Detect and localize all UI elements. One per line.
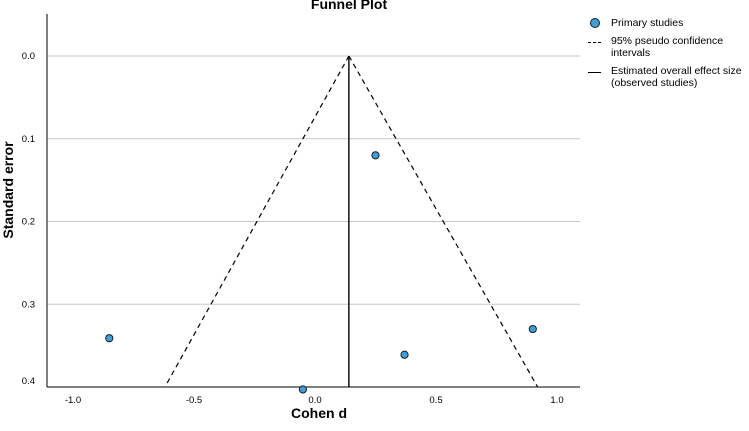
y-axis-label: Standard error (0, 141, 16, 239)
ci-line-left (164, 55, 350, 388)
x-tick-label: -0.5 (186, 395, 202, 406)
legend: Primary studies 95% pseudo confidence in… (587, 17, 747, 95)
y-tick-label: 0.0 (22, 51, 35, 62)
y-tick-label: 0.4 (22, 376, 35, 387)
x-tick-label: 1.0 (550, 395, 563, 406)
legend-item-overall-effect: Estimated overall effect size (observed … (587, 65, 747, 89)
legend-item-primary-studies: Primary studies (587, 17, 747, 29)
study-point (298, 385, 307, 394)
legend-label: 95% pseudo confidence intervals (611, 35, 724, 59)
legend-label: Primary studies (611, 17, 684, 29)
solid-line-icon (587, 65, 603, 77)
study-point (400, 350, 409, 359)
gridlines (47, 55, 580, 305)
x-tick-label: 0.5 (429, 395, 442, 406)
study-point (371, 151, 380, 160)
y-tick-label: 0.1 (22, 134, 35, 145)
x-tick-label: -1.0 (65, 395, 81, 406)
dashed-line-icon (587, 35, 603, 47)
axes (46, 14, 580, 388)
legend-label: Estimated overall effect size (observed … (611, 65, 742, 89)
study-point (105, 334, 114, 343)
x-axis-label: Cohen d (291, 405, 347, 421)
x-tick-label: 0.0 (308, 395, 321, 406)
chart-title: Funnel Plot (310, 0, 388, 12)
y-tick-label: 0.2 (22, 217, 35, 228)
plot-marks (105, 55, 539, 394)
ci-line-right (348, 55, 539, 388)
study-point (528, 324, 537, 334)
tick-labels: 0.0 0.1 0.2 0.3 0.4 -1.0 -0.5 0.0 0.5 1.0 (22, 51, 564, 406)
legend-item-confidence-intervals: 95% pseudo confidence intervals (587, 35, 747, 59)
dot-marker-icon (587, 17, 603, 29)
y-tick-label: 0.3 (22, 299, 35, 310)
